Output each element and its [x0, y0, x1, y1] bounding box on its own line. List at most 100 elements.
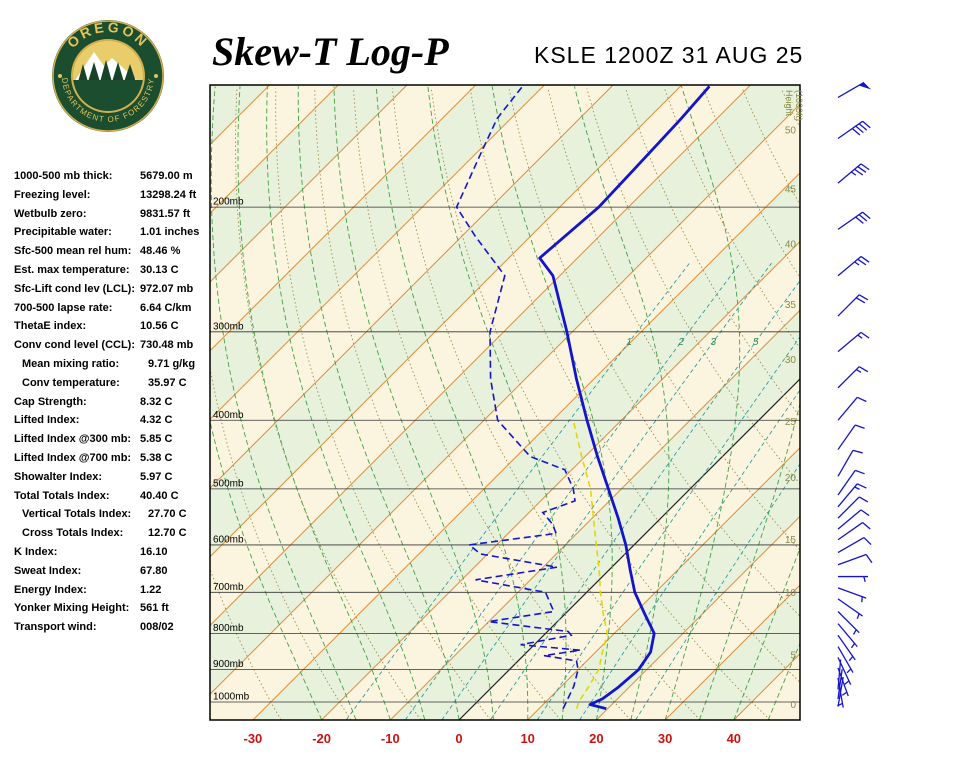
odf-logo: OREGON DEPARTMENT OF FORESTRY	[52, 19, 164, 132]
height-label: 30	[785, 355, 797, 366]
stat-label: Showalter Index:	[14, 470, 103, 483]
wind-barb-staff	[837, 470, 856, 496]
chart-title: Skew-T Log-P	[212, 29, 449, 74]
stat-value: 5679.00 m	[140, 170, 193, 182]
mixing-ratio-label: 1	[626, 337, 632, 348]
pressure-label: 800mb	[213, 623, 244, 634]
stat-label: Sfc-Lift cond lev (LCL):	[14, 282, 135, 295]
stat-label: Sweat Index:	[14, 564, 82, 577]
mixing-ratio-label: 5	[753, 337, 759, 348]
wind-barb-half-feather	[863, 576, 866, 583]
wind-barb-staff	[837, 623, 858, 648]
wind-barb-feather	[857, 483, 867, 489]
wind-barb-feather	[855, 125, 864, 134]
station-timestamp: KSLE 1200Z 31 AUG 25	[534, 42, 804, 68]
stat-row: K Index: 16.10	[14, 546, 214, 565]
sounding-traces	[455, 85, 711, 711]
temp-tick-label: 40	[727, 731, 741, 746]
stat-row: Est. max temperature: 30.13 C	[14, 264, 214, 283]
stat-row: Showalter Index: 5.97 C	[14, 471, 214, 490]
wind-barb-feather	[865, 554, 873, 564]
wind-barb-feather	[854, 168, 864, 176]
stat-value: 5.38 C	[140, 451, 173, 464]
wind-barb-feather	[851, 128, 861, 136]
stat-row: Yonker Mixing Height: 561 ft	[14, 602, 214, 621]
wind-barb-staff	[837, 676, 844, 707]
height-label: 40	[785, 240, 797, 251]
stat-row: Sfc-500 mean rel hum: 48.46 %	[14, 245, 214, 264]
stat-value: 48.46 %	[140, 245, 181, 258]
height-label: 35	[785, 300, 797, 311]
stat-label: Est. max temperature:	[14, 263, 130, 276]
wind-barb-half-feather	[857, 334, 863, 339]
temp-tick-label: 20	[589, 731, 603, 746]
stat-row: Lifted Index: 4.32 C	[14, 414, 214, 433]
stat-label: ThetaE index:	[14, 320, 87, 333]
stat-row: Mean mixing ratio: 9.71 g/kg	[14, 358, 214, 377]
stat-label: Vertical Totals Index:	[22, 508, 132, 521]
plot-border	[209, 84, 801, 721]
stat-label: Mean mixing ratio:	[22, 357, 120, 370]
stat-row: Energy Index: 1.22	[14, 584, 214, 603]
wind-barb-staff	[837, 611, 860, 634]
stat-label: Conv cond level (CCL):	[14, 339, 136, 352]
wind-barb-feather	[860, 509, 870, 517]
mixing-ratio-label: 2	[677, 337, 684, 348]
stat-value: 1.01 inches	[140, 226, 200, 239]
wind-barb-half-feather	[848, 656, 854, 662]
wind-barb-half-feather	[854, 261, 860, 266]
stat-row: Freezing level: 13298.24 ft	[14, 189, 214, 208]
wind-barb-feather	[862, 211, 871, 220]
stat-row: Conv temperature: 35.97 C	[14, 377, 214, 396]
height-label: 20	[785, 473, 797, 484]
wind-barb-staff	[837, 587, 867, 599]
wind-barb-staff	[837, 553, 867, 566]
stat-row: Lifted Index @700 mb: 5.38 C	[14, 452, 214, 471]
pressure-label: 600mb	[213, 534, 244, 545]
stat-value: 5.97 C	[140, 470, 173, 483]
stat-row: 700-500 lapse rate: 6.64 C/km	[14, 302, 214, 321]
temp-tick-label: -10	[381, 731, 400, 746]
logo-star-right	[154, 74, 158, 78]
temperature-trace	[538, 85, 711, 711]
wind-barb-feather	[855, 216, 864, 224]
wind-barb-staff	[837, 646, 854, 673]
wind-barb-staff	[837, 536, 865, 554]
pressure-label: 900mb	[213, 659, 244, 670]
stat-label: Sfc-500 mean rel hum:	[14, 245, 132, 258]
tree-icon	[112, 62, 124, 82]
wind-barb-feather	[857, 258, 867, 266]
stat-label: Precipitable water:	[14, 226, 112, 239]
stat-value: 6.64 C/km	[140, 301, 192, 314]
stat-label: Lifted Index @700 mb:	[14, 451, 132, 464]
wind-barb-half-feather	[855, 369, 862, 373]
wind-barb-feather	[858, 496, 869, 503]
stat-label: Lifted Index @300 mb:	[14, 433, 132, 446]
stat-row: Precipitable water: 1.01 inches	[14, 226, 214, 245]
stat-value: 008/02	[140, 621, 174, 634]
tree-icon	[88, 62, 100, 82]
wetbulb-trace	[572, 420, 609, 709]
height-label: 0	[790, 700, 796, 711]
pressure-label: 300mb	[213, 321, 244, 332]
wind-barb-staff	[837, 522, 863, 541]
temp-tick-label: 10	[520, 731, 534, 746]
stat-value: 4.32 C	[140, 414, 173, 427]
height-label: 15	[785, 535, 797, 546]
stat-row: Total Totals Index: 40.40 C	[14, 490, 214, 509]
wind-barb-staff	[837, 120, 863, 140]
temp-tick-label: 0	[455, 731, 462, 746]
stat-label: Cross Totals Index:	[22, 527, 124, 540]
wind-barb-staff	[837, 211, 863, 230]
stat-value: 5.85 C	[140, 433, 173, 446]
wind-barb-feather	[854, 469, 865, 475]
stat-row: Cross Totals Index: 12.70 C	[14, 527, 214, 546]
tree-icon	[124, 64, 136, 82]
mixing-ratio-label: 3	[710, 337, 716, 348]
tree-icon	[100, 60, 112, 82]
stat-row: 1000-500 mb thick: 5679.00 m	[14, 170, 214, 189]
wind-barb-feather	[858, 366, 869, 373]
stat-label: Total Totals Index:	[14, 489, 110, 502]
